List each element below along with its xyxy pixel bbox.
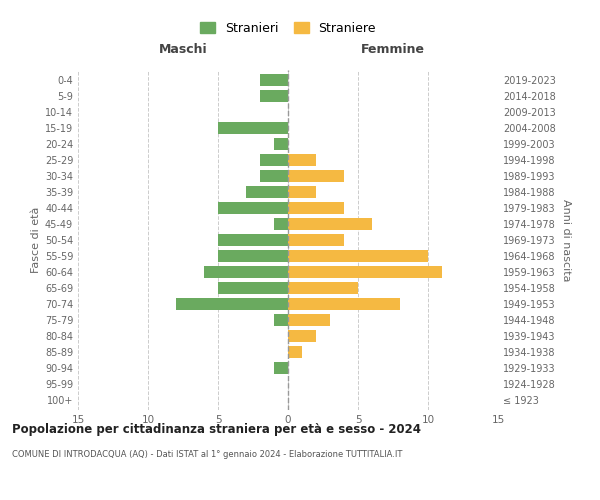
Bar bbox=[288, 282, 358, 294]
Bar bbox=[288, 170, 344, 182]
Text: COMUNE DI INTRODACQUA (AQ) - Dati ISTAT al 1° gennaio 2024 - Elaborazione TUTTIT: COMUNE DI INTRODACQUA (AQ) - Dati ISTAT … bbox=[12, 450, 403, 459]
Bar bbox=[218, 122, 288, 134]
Bar bbox=[288, 250, 428, 262]
Bar bbox=[288, 346, 302, 358]
Bar bbox=[260, 170, 288, 182]
Bar bbox=[218, 202, 288, 214]
Bar bbox=[274, 362, 288, 374]
Text: Popolazione per cittadinanza straniera per età e sesso - 2024: Popolazione per cittadinanza straniera p… bbox=[12, 422, 421, 436]
Bar bbox=[288, 314, 330, 326]
Bar bbox=[204, 266, 288, 278]
Bar bbox=[274, 138, 288, 150]
Bar bbox=[246, 186, 288, 198]
Bar bbox=[288, 330, 316, 342]
Bar bbox=[288, 186, 316, 198]
Bar bbox=[218, 234, 288, 246]
Legend: Stranieri, Straniere: Stranieri, Straniere bbox=[200, 22, 376, 35]
Bar bbox=[288, 266, 442, 278]
Bar bbox=[288, 234, 344, 246]
Bar bbox=[176, 298, 288, 310]
Y-axis label: Anni di nascita: Anni di nascita bbox=[561, 198, 571, 281]
Text: Femmine: Femmine bbox=[361, 44, 425, 57]
Bar bbox=[274, 218, 288, 230]
Bar bbox=[260, 90, 288, 102]
Bar bbox=[288, 154, 316, 166]
Bar bbox=[218, 282, 288, 294]
Bar bbox=[218, 250, 288, 262]
Bar bbox=[260, 154, 288, 166]
Y-axis label: Fasce di età: Fasce di età bbox=[31, 207, 41, 273]
Bar bbox=[274, 314, 288, 326]
Bar bbox=[260, 74, 288, 86]
Bar bbox=[288, 218, 372, 230]
Bar bbox=[288, 298, 400, 310]
Bar bbox=[288, 202, 344, 214]
Text: Maschi: Maschi bbox=[158, 44, 208, 57]
